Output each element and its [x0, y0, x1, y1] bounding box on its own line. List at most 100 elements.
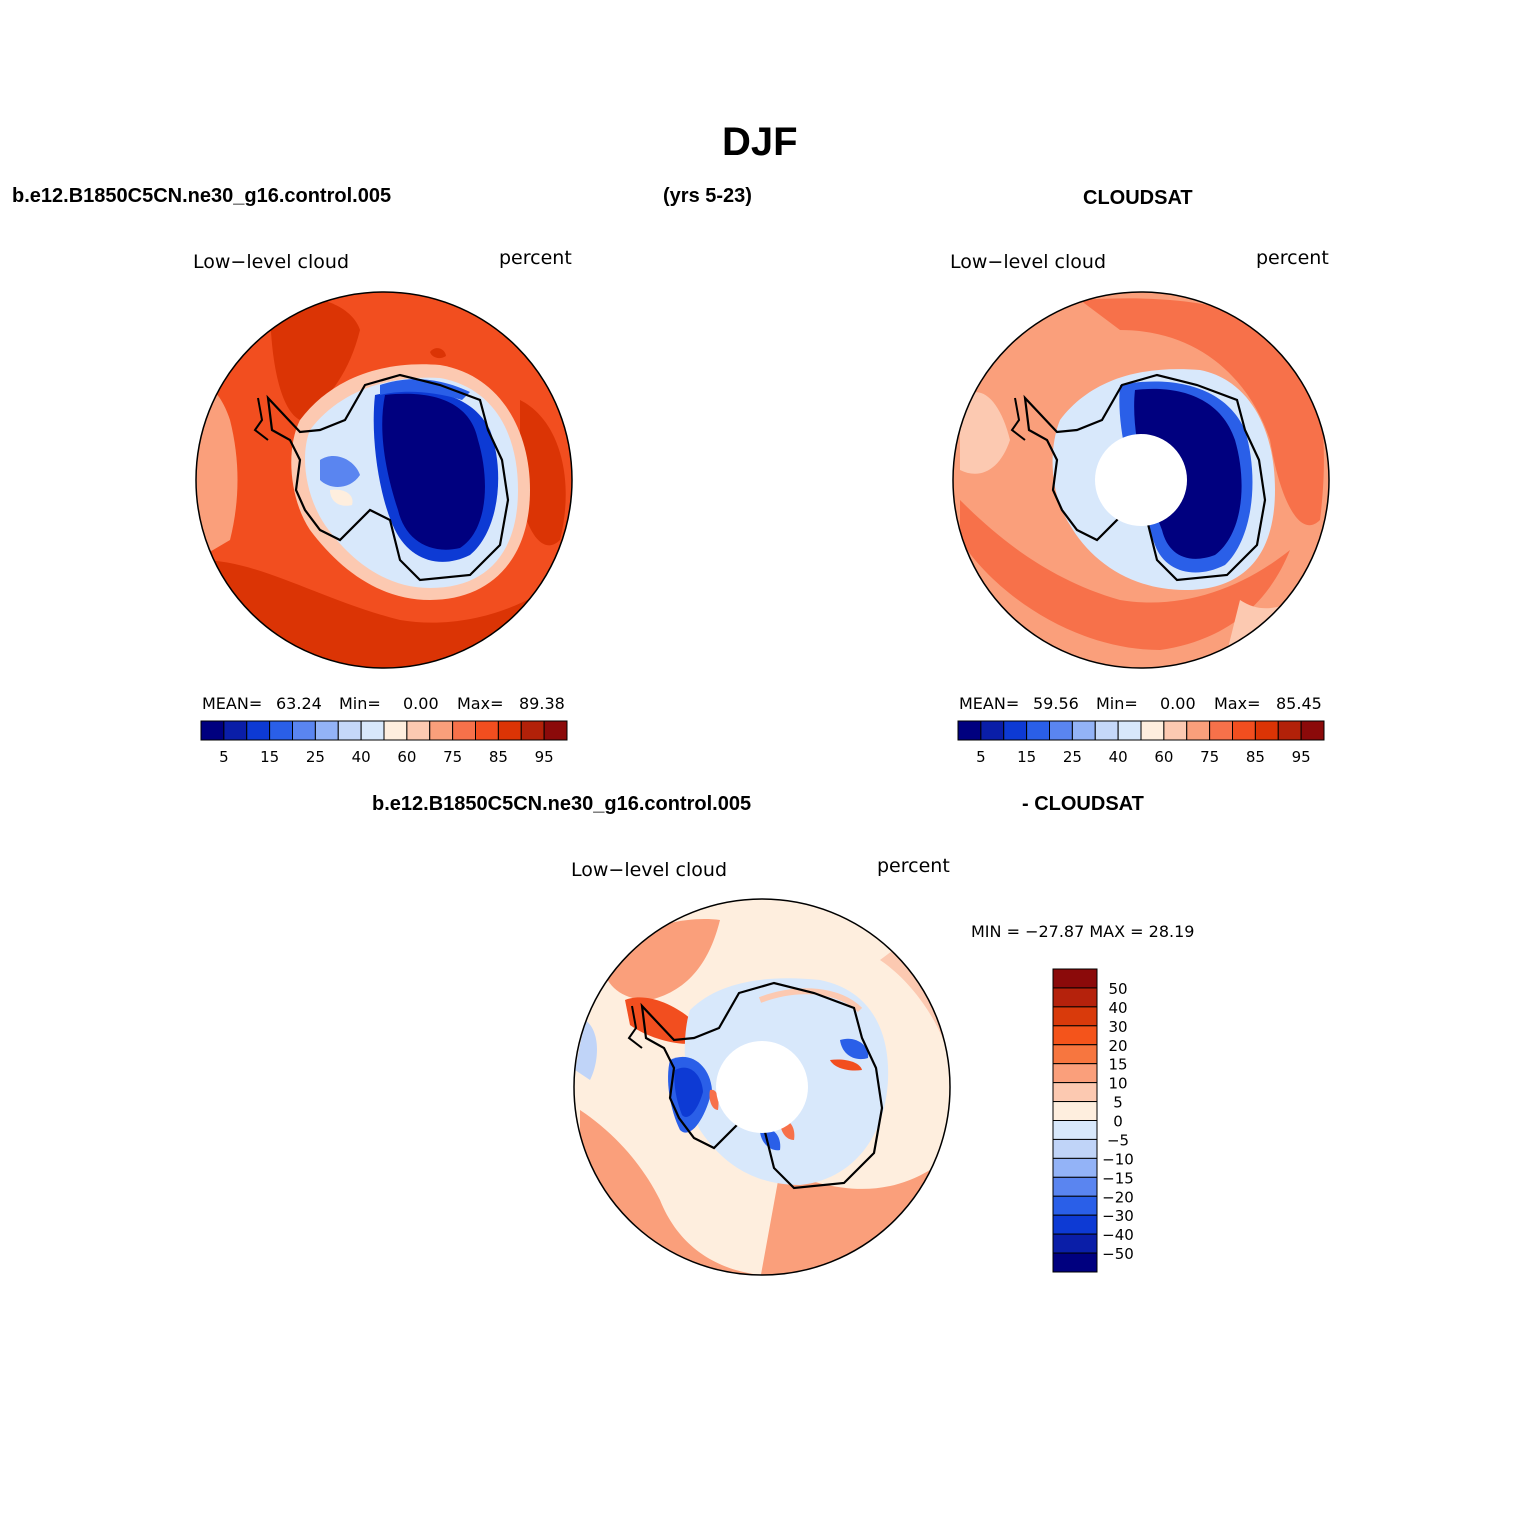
colorbar-diff-tick-label: 30	[1108, 1018, 1127, 1036]
colorbar-model-swatch	[292, 720, 316, 741]
colorbar-diff-swatch	[1052, 1195, 1098, 1216]
colorbar-diff-tick-label: 20	[1108, 1037, 1127, 1055]
colorbar-model-swatch	[246, 720, 271, 741]
colorbar-model-swatch	[452, 720, 476, 741]
colorbar-diff-tick-label: −30	[1102, 1207, 1134, 1225]
colorbar-obs-tick-label: 5	[976, 748, 986, 766]
panel2-mean-label: MEAN=	[959, 694, 1020, 713]
model-map-border	[195, 291, 573, 669]
colorbar-obs-swatch	[1026, 720, 1050, 741]
diff-units: percent	[877, 855, 950, 877]
colorbar-obs-tick-label: 75	[1200, 748, 1219, 766]
colorbar-obs-swatch	[1049, 720, 1073, 741]
colorbar-obs-tick-label: 40	[1109, 748, 1128, 766]
colorbar-diff-swatch	[1052, 1233, 1098, 1254]
colorbar-model: 5 15 25 40 60 75 85 95	[200, 720, 568, 766]
colorbar-obs-swatch	[1254, 720, 1279, 741]
colorbar-diff-tick-label: 10	[1108, 1075, 1127, 1093]
colorbar-obs-swatch	[1300, 720, 1325, 741]
colorbar-obs-swatch	[957, 720, 982, 741]
colorbar-obs-swatch	[1163, 720, 1188, 741]
colorbar-model-swatch	[337, 720, 362, 741]
colorbar-obs-swatch	[1117, 720, 1142, 741]
colorbar-obs-swatch	[1094, 720, 1119, 741]
colorbar-diff-swatch	[1052, 1044, 1098, 1065]
diff-variable: Low−level cloud	[571, 859, 728, 881]
colorbar-model-tick-label: 60	[397, 748, 416, 766]
panel1-units: percent	[499, 247, 572, 269]
colorbar-model-swatch	[520, 720, 545, 741]
obs-name-header: CLOUDSAT	[1083, 187, 1193, 209]
obs-map-border	[952, 291, 1330, 669]
years-header: (yrs 5-23)	[663, 185, 752, 207]
colorbar-model-swatch	[543, 720, 568, 741]
colorbar-obs-swatch	[1140, 720, 1165, 741]
panel1-max-label: Max=	[457, 694, 504, 713]
panel2-units: percent	[1256, 247, 1329, 269]
colorbar-diff-tick-label: −40	[1102, 1226, 1134, 1244]
colorbar-diff-tick-label: −50	[1102, 1245, 1134, 1263]
diff-map-border	[573, 898, 951, 1276]
panel2-max-label: Max=	[1214, 694, 1261, 713]
colorbar-model-tick-label: 40	[352, 748, 371, 766]
colorbar-diff-tick-label: −10	[1102, 1150, 1134, 1168]
colorbar-obs-tick-label: 15	[1017, 748, 1036, 766]
colorbar-diff-swatch	[1052, 1025, 1098, 1046]
obs-map-polar-hole	[1095, 434, 1187, 526]
panel1-variable: Low−level cloud	[193, 251, 350, 273]
colorbar-obs-swatch	[1209, 720, 1233, 741]
panel1-min-label: Min=	[339, 694, 381, 713]
colorbar-obs-tick-label: 85	[1246, 748, 1265, 766]
colorbar-model-swatch	[406, 720, 431, 741]
colorbar-model-swatch	[429, 720, 454, 741]
colorbar-model-tick-label: 75	[443, 748, 462, 766]
model-map	[196, 292, 572, 668]
colorbar-diff-swatch	[1052, 1006, 1098, 1027]
colorbar-diff-tick-label: 15	[1108, 1056, 1127, 1074]
colorbar-diff-swatch	[1052, 987, 1098, 1008]
panel2-variable: Low−level cloud	[950, 251, 1107, 273]
colorbar-diff-tick-label: 5	[1113, 1094, 1123, 1112]
colorbar-obs-swatch	[1003, 720, 1028, 741]
case-name-header: b.e12.B1850C5CN.ne30_g16.control.005	[12, 185, 392, 207]
colorbar-obs-tick-label: 95	[1292, 748, 1311, 766]
panel1-max-value: 89.38	[519, 694, 565, 713]
panel1-mean-value: 63.24	[276, 694, 322, 713]
colorbar-diff-tick-label: 0	[1113, 1113, 1123, 1131]
colorbar-model-swatch	[360, 720, 385, 741]
colorbar-model-swatch	[475, 720, 499, 741]
colorbar-diff-swatch	[1052, 1214, 1098, 1235]
colorbar-model-tick-label: 25	[306, 748, 325, 766]
diff-title-obs: - CLOUDSAT	[1022, 793, 1144, 815]
colorbar-obs-swatch	[1277, 720, 1302, 741]
panel2-max-value: 85.45	[1276, 694, 1322, 713]
colorbar-diff-swatch	[1052, 1138, 1098, 1159]
colorbar-diff-swatch	[1052, 1082, 1098, 1103]
diff-title-case: b.e12.B1850C5CN.ne30_g16.control.005	[372, 793, 752, 815]
colorbar-obs-tick-label: 60	[1154, 748, 1173, 766]
colorbar-obs-swatch	[1071, 720, 1096, 741]
panel2-mean-value: 59.56	[1033, 694, 1079, 713]
colorbar-diff-swatch	[1052, 1101, 1098, 1121]
figure-title: DJF	[722, 120, 798, 164]
colorbar-diff-swatch	[1052, 1120, 1098, 1140]
colorbar-obs-swatch	[1232, 720, 1256, 741]
colorbar-model-swatch	[497, 720, 522, 741]
diff-minmax: MIN = −27.87 MAX = 28.19	[971, 922, 1195, 941]
panel1-mean-label: MEAN=	[202, 694, 263, 713]
colorbar-model-swatch	[314, 720, 339, 741]
panel2-min-label: Min=	[1096, 694, 1138, 713]
colorbar-diff-tick-label: −20	[1102, 1188, 1134, 1206]
colorbar-model-tick-label: 85	[489, 748, 508, 766]
colorbar-diff-swatch	[1052, 1063, 1098, 1084]
colorbar-diff-tick-label: −5	[1107, 1131, 1129, 1149]
colorbar-diff-tick-label: 40	[1108, 999, 1127, 1017]
panel1-min-value: 0.00	[403, 694, 439, 713]
colorbar-model-swatch	[200, 720, 225, 741]
colorbar-obs-swatch	[980, 720, 1005, 741]
colorbar-obs-tick-label: 25	[1063, 748, 1082, 766]
colorbar-diff-swatch	[1052, 1176, 1098, 1197]
colorbar-diff-swatch	[1052, 1252, 1098, 1273]
